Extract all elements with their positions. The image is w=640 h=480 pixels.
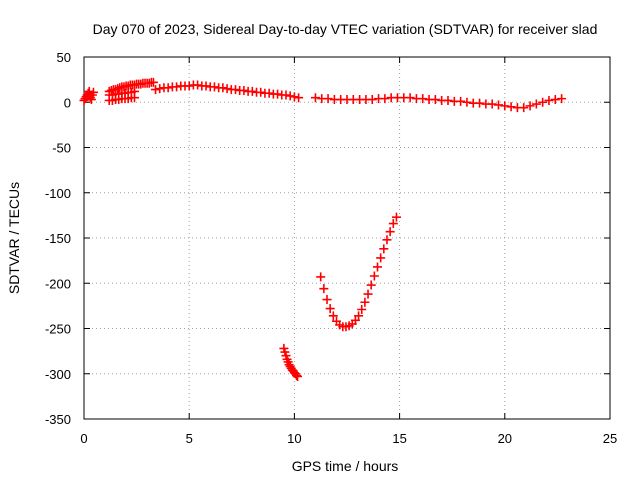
data-point bbox=[328, 311, 338, 321]
data-point bbox=[273, 89, 283, 99]
data-point bbox=[500, 101, 510, 111]
y-axis-label: SDTVAR / TECUs bbox=[6, 182, 22, 294]
data-point bbox=[294, 93, 304, 103]
data-point bbox=[136, 79, 146, 89]
data-point bbox=[230, 85, 240, 95]
data-points bbox=[79, 77, 567, 381]
chart-title: Day 070 of 2023, Sidereal Day-to-day VTE… bbox=[93, 21, 598, 37]
data-series bbox=[316, 212, 401, 332]
y-tick-label: -150 bbox=[45, 231, 71, 246]
data-point bbox=[264, 88, 274, 98]
data-point bbox=[405, 93, 415, 103]
data-point bbox=[544, 95, 554, 105]
grid bbox=[84, 57, 610, 419]
data-point bbox=[373, 262, 383, 272]
data-point bbox=[285, 91, 295, 101]
data-point bbox=[538, 97, 548, 107]
data-point bbox=[475, 98, 485, 108]
y-tick-label: 0 bbox=[64, 95, 71, 110]
data-point bbox=[184, 81, 194, 91]
data-point bbox=[357, 304, 367, 314]
y-tick-label: -250 bbox=[45, 322, 71, 337]
x-tick-label: 10 bbox=[287, 431, 301, 446]
data-point bbox=[144, 78, 154, 88]
data-point bbox=[129, 93, 139, 103]
data-point bbox=[550, 95, 560, 105]
data-point bbox=[367, 95, 377, 105]
data-point bbox=[201, 81, 211, 91]
data-point bbox=[88, 87, 98, 97]
data-point bbox=[113, 84, 123, 94]
data-point bbox=[376, 253, 386, 263]
data-point bbox=[506, 102, 516, 112]
data-point bbox=[155, 84, 165, 94]
data-point bbox=[369, 271, 379, 281]
y-tick-label: 50 bbox=[57, 50, 71, 65]
data-point bbox=[366, 280, 376, 290]
data-point bbox=[391, 212, 401, 222]
x-tick-label: 20 bbox=[498, 431, 512, 446]
data-point bbox=[256, 87, 266, 97]
data-point bbox=[83, 88, 93, 98]
data-point bbox=[525, 101, 535, 111]
data-point bbox=[443, 95, 453, 105]
x-tick-label: 15 bbox=[392, 431, 406, 446]
data-point bbox=[323, 94, 333, 104]
data-point bbox=[218, 83, 228, 93]
x-tick-label: 5 bbox=[186, 431, 193, 446]
data-point bbox=[151, 85, 161, 95]
data-point bbox=[557, 94, 567, 104]
data-point bbox=[325, 304, 335, 314]
data-point bbox=[222, 84, 232, 94]
data-point bbox=[430, 95, 440, 105]
data-point bbox=[493, 100, 503, 110]
data-point bbox=[281, 90, 291, 100]
data-series bbox=[279, 343, 303, 381]
data-point bbox=[289, 92, 299, 102]
data-point bbox=[148, 77, 158, 87]
data-point bbox=[363, 289, 373, 299]
data-point bbox=[247, 86, 257, 96]
data-point bbox=[193, 80, 203, 90]
y-tick-label: -50 bbox=[52, 141, 71, 156]
data-point bbox=[380, 94, 390, 104]
data-point bbox=[385, 227, 395, 237]
data-point bbox=[519, 103, 529, 113]
x-tick-label: 0 bbox=[80, 431, 87, 446]
data-point bbox=[322, 295, 332, 305]
data-point bbox=[119, 82, 129, 92]
data-point bbox=[456, 96, 466, 106]
data-point bbox=[239, 85, 249, 95]
x-tick-label: 25 bbox=[603, 431, 617, 446]
data-point bbox=[379, 244, 389, 254]
data-point bbox=[531, 99, 541, 109]
data-point bbox=[319, 284, 329, 294]
data-point bbox=[310, 93, 320, 103]
data-point bbox=[316, 272, 326, 282]
y-tick-label: -100 bbox=[45, 186, 71, 201]
data-point bbox=[382, 235, 392, 245]
y-tick-label: -200 bbox=[45, 276, 71, 291]
data-point bbox=[292, 371, 302, 381]
data-point bbox=[360, 297, 370, 307]
y-tick-label: -350 bbox=[45, 412, 71, 427]
x-axis-label: GPS time / hours bbox=[292, 458, 399, 474]
data-point bbox=[487, 99, 497, 109]
data-point bbox=[209, 82, 219, 92]
data-point bbox=[388, 219, 398, 229]
data-series bbox=[79, 77, 567, 113]
data-point bbox=[115, 83, 125, 93]
data-point bbox=[293, 371, 303, 381]
data-point bbox=[163, 83, 173, 93]
y-tick-label: -300 bbox=[45, 367, 71, 382]
data-point bbox=[350, 315, 360, 325]
data-point bbox=[462, 97, 472, 107]
data-point bbox=[354, 311, 364, 321]
axis-ticks: 50 0 -50 -100 -150 -200 -250 -300 -350 0 5 10 15 20 25 bbox=[45, 50, 617, 446]
data-point bbox=[172, 82, 182, 92]
data-point bbox=[86, 95, 96, 105]
data-point bbox=[418, 94, 428, 104]
